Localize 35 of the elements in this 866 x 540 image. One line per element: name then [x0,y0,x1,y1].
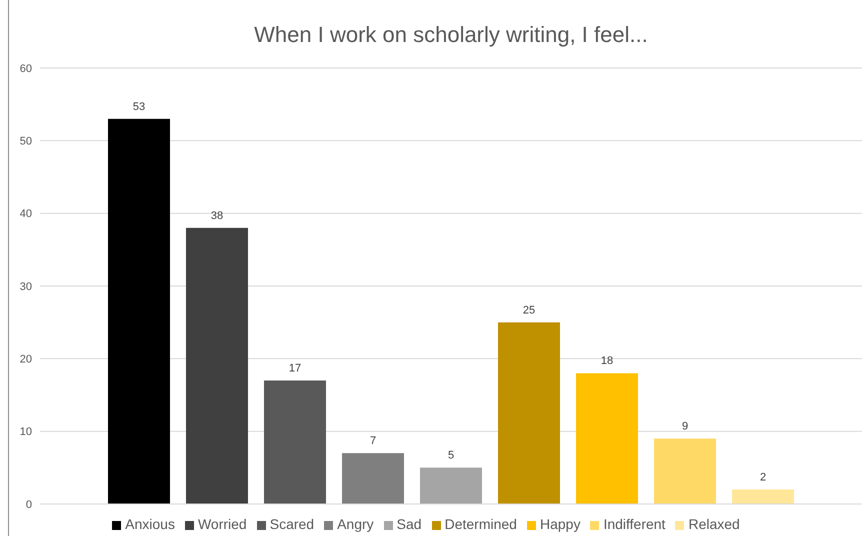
chart-title: When I work on scholarly writing, I feel... [253,22,649,48]
data-label: 17 [288,362,302,374]
y-tick-label: 10 [20,426,32,438]
data-label: 9 [682,420,688,433]
legend-label: Determined [444,516,517,532]
bar [108,118,170,504]
legend-label: Angry [337,516,374,532]
legend-label: Anxious [125,516,175,532]
bar [498,322,560,504]
legend-label: Sad [396,516,422,532]
y-tick-label: 30 [20,280,32,293]
y-tick-label: 50 [20,136,32,148]
legend-label: Happy [540,516,580,532]
bar [186,228,248,504]
data-label: 2 [760,471,766,484]
bar [264,380,326,504]
bar [420,468,482,504]
legend-label: Scared [270,516,314,532]
data-label: 25 [522,304,536,316]
data-label: 18 [600,355,614,368]
bar [342,453,404,504]
data-label: 53 [132,100,146,113]
y-tick-label: 20 [20,354,32,366]
y-tick-label: 40 [20,208,32,220]
bar [576,373,638,504]
data-label: 7 [370,435,376,448]
bar [654,438,716,504]
data-label: 38 [210,210,224,222]
bar [732,489,794,504]
data-label: 5 [448,450,454,462]
legend-label: Relaxed [688,516,740,532]
legend-label: Indifferent [603,516,666,532]
y-tick-label: 0 [26,498,32,511]
legend-label: Worried [198,516,247,532]
y-tick-label: 60 [20,62,32,75]
